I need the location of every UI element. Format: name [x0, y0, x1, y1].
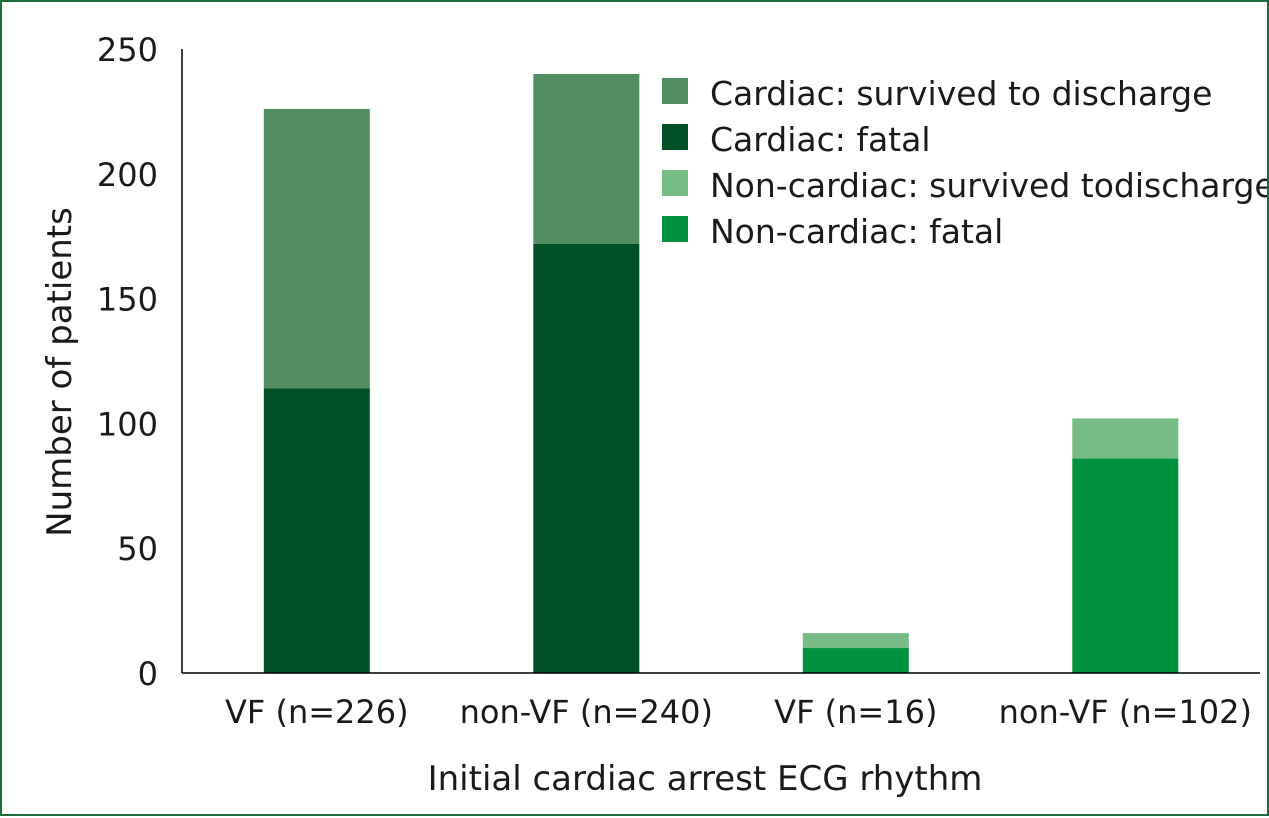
y-tick-label: 150: [97, 281, 158, 319]
legend-swatch: [662, 170, 688, 196]
bar-segment-3-series-4: [802, 633, 909, 649]
x-tick-label: non-VF (n=102): [999, 693, 1252, 731]
bar-segment-4-series-4: [1072, 418, 1179, 459]
bar-segment-4-series-3: [1072, 458, 1179, 673]
bars-group: [263, 74, 1179, 673]
axes-group: [181, 49, 1260, 674]
y-tick-label: 0: [138, 655, 158, 693]
x-tick-label: VF (n=226): [225, 693, 409, 731]
y-tick-label: 50: [117, 530, 158, 568]
legend-label: Non-cardiac: fatal: [710, 212, 1003, 251]
legend-swatch: [662, 216, 688, 242]
bar-segment-3-series-3: [802, 648, 909, 673]
legend-swatch: [662, 78, 688, 104]
bar-segment-1-series-2: [263, 108, 370, 389]
legend-label: Cardiac: survived to discharge: [710, 74, 1212, 113]
y-tick-label: 250: [97, 31, 158, 69]
bar-segment-2-series-1: [533, 243, 640, 673]
y-tick-label: 200: [97, 156, 158, 194]
x-axis-label: Initial cardiac arrest ECG rhythm: [428, 759, 983, 799]
x-tick-labels: VF (n=226) non-VF (n=240) VF (n=16) non-VF …: [225, 693, 1252, 731]
x-tick-label: non-VF (n=240): [460, 693, 713, 731]
x-tick-label: VF (n=16): [774, 693, 937, 731]
bar-segment-1-series-1: [263, 388, 370, 673]
legend-label: Cardiac: fatal: [710, 120, 931, 159]
y-axis-label: Number of patients: [40, 207, 80, 537]
legend: Cardiac: survived to discharge Cardiac: f…: [662, 74, 1269, 251]
legend-swatch: [662, 124, 688, 150]
y-tick-label: 100: [97, 405, 158, 443]
legend-label: Non-cardiac: survived todischarge: [710, 166, 1267, 205]
bar-segment-2-series-2: [533, 74, 640, 244]
y-tick-labels: 0 50 100 150 200 250: [97, 31, 158, 693]
